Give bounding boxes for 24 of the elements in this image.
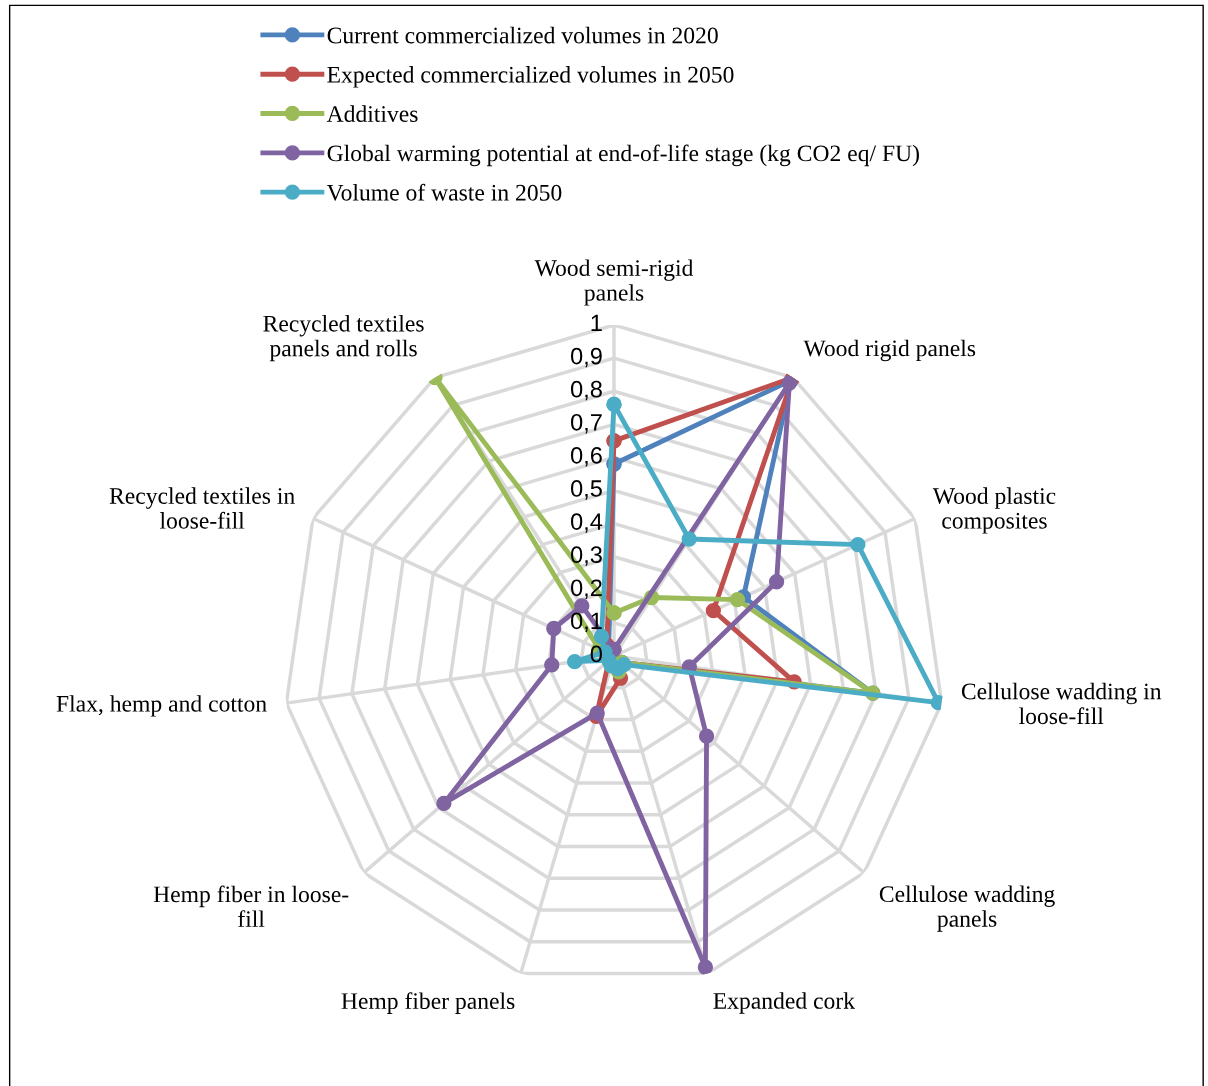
legend-label: Expected commercialized volumes in 2050 [327,66,734,88]
y-tick-label: 0,9 [570,347,602,368]
spoke-label: Flax, hemp and cotton [56,695,267,717]
y-tick-label: 0,3 [570,546,602,566]
y-tick-label: 0,7 [570,413,602,434]
spoke-label: Cellulose wadding panels [879,885,1055,932]
legend-label: Additives [326,105,418,122]
legend-label: Current commercialized volumes in 2020 [327,26,718,44]
y-tick-label: 0,6 [570,447,602,467]
y-tick-label: 0,4 [570,513,603,533]
spoke-label: Wood semi-rigid panels [534,259,694,306]
legend-label: Volume of waste in 2050 [326,183,562,201]
spoke-label: Expanded cork [713,992,855,1014]
spoke-label: Hemp fiber in loose- fill [153,885,349,927]
spoke-label: Hemp fiber panels [341,992,515,1014]
spoke-label: Wood rigid panels [803,339,976,362]
y-tick-label: 0,8 [570,380,602,401]
spoke-label: Recycled textiles in loose-fill [109,487,295,529]
spoke-label: Wood plastic composites [932,487,1056,534]
spoke-label: Recycled textiles panels and rolls [263,315,424,362]
y-tick-label: 0,5 [570,480,602,500]
spoke-label: Cellulose wadding in loose-fill [961,682,1162,725]
legend-label: Global warming potential at end-of-life stage (kg CO2 eq/ FU) [327,144,919,167]
y-tick-label: 1 [591,314,602,332]
